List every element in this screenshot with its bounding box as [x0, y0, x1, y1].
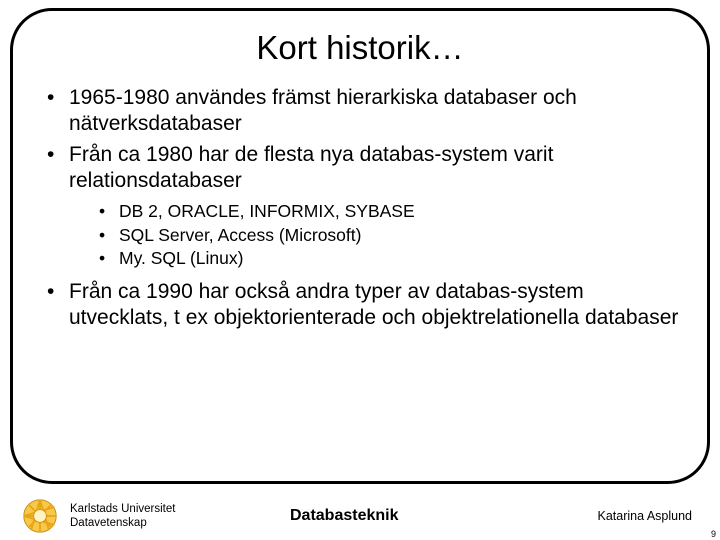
footer-org-line1: Karlstads Universitet [70, 502, 250, 516]
bullet-text: Från ca 1980 har de flesta nya databas-s… [69, 143, 553, 192]
bullet-list: 1965-1980 användes främst hierarkiska da… [41, 85, 679, 331]
footer-org-line2: Datavetenskap [70, 516, 250, 530]
sub-bullet-item: DB 2, ORACLE, INFORMIX, SYBASE [69, 200, 679, 224]
footer-organization: Karlstads Universitet Datavetenskap [70, 502, 250, 531]
slide-footer: Karlstads Universitet Datavetenskap Data… [0, 492, 720, 540]
footer-course-title: Databasteknik [250, 507, 532, 525]
slide-title: Kort historik… [41, 29, 679, 67]
sub-bullet-item: My. SQL (Linux) [69, 247, 679, 271]
page-number: 9 [711, 529, 716, 539]
bullet-item: Från ca 1980 har de flesta nya databas-s… [41, 142, 679, 271]
university-logo-icon [22, 498, 58, 534]
slide-frame: Kort historik… 1965-1980 användes främst… [10, 8, 710, 484]
sub-bullet-item: SQL Server, Access (Microsoft) [69, 224, 679, 248]
sub-bullet-list: DB 2, ORACLE, INFORMIX, SYBASE SQL Serve… [69, 200, 679, 271]
bullet-item: Från ca 1990 har också andra typer av da… [41, 279, 679, 332]
bullet-item: 1965-1980 användes främst hierarkiska da… [41, 85, 679, 138]
footer-author: Katarina Asplund [532, 509, 692, 523]
